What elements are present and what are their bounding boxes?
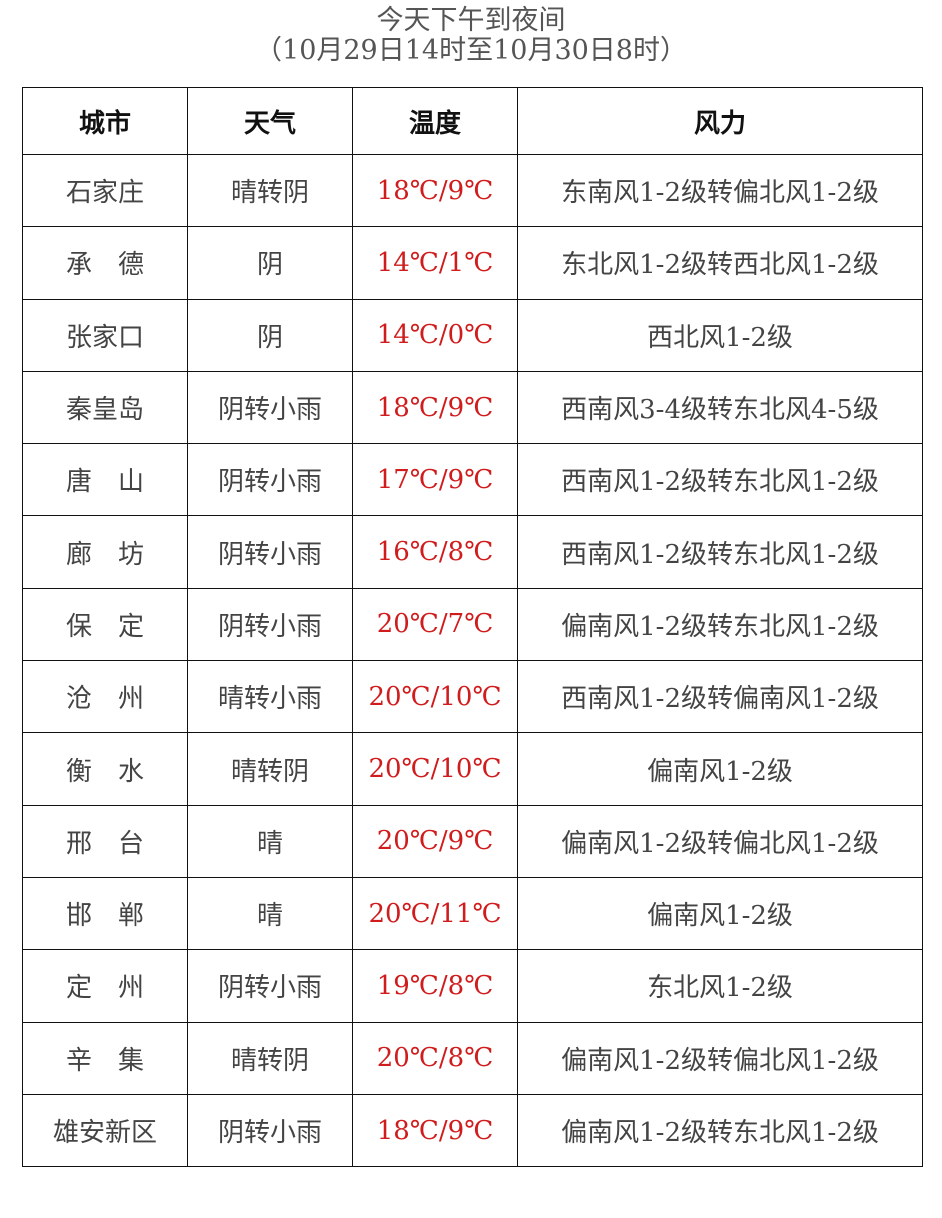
temperature-cell: 16℃/8℃: [352, 515, 518, 589]
city-cell: 承 德: [22, 226, 188, 300]
weather-cell: 阴: [187, 298, 353, 372]
city-cell: 石家庄: [22, 153, 188, 228]
table-row: 秦皇岛 阴转小雨 18℃/9℃ 西南风3-4级转东北风4-5级: [22, 370, 923, 445]
temperature-cell: 19℃/8℃: [352, 949, 518, 1023]
weather-cell: 晴: [187, 876, 353, 951]
city-cell: 唐 山: [22, 443, 188, 517]
temperature-cell: 17℃/9℃: [352, 443, 518, 517]
header-wind: 风力: [517, 87, 923, 155]
page-title: 今天下午到夜间: [376, 5, 566, 36]
table-row: 石家庄 晴转阴 18℃/9℃ 东南风1-2级转偏北风1-2级: [22, 153, 923, 228]
temperature-cell: 18℃/9℃: [352, 370, 518, 445]
city-cell: 邢 台: [22, 804, 188, 878]
table-row: 邯 郸晴 20℃/11℃ 偏南风1-2级: [22, 876, 923, 951]
city-cell: 秦皇岛: [22, 370, 188, 445]
header-temperature: 温度: [352, 87, 518, 155]
header-city: 城市: [22, 87, 188, 155]
weather-cell: 阴转小雨: [187, 587, 353, 662]
wind-cell: 偏南风1-2级转偏北风1-2级: [517, 804, 923, 878]
table-row: 张家口阴 14℃/0℃ 西北风1-2级: [22, 298, 923, 372]
weather-cell: 晴转阴: [187, 153, 353, 228]
wind-cell: 偏南风1-2级转东北风1-2级: [517, 587, 923, 662]
wind-cell: 西南风1-2级转东北风1-2级: [517, 443, 923, 517]
table-row: 衡 水晴转阴 20℃/10℃ 偏南风1-2级: [22, 732, 923, 806]
weather-table: 城市 天气 温度 风力 石家庄 晴转阴 18℃/9℃ 东南风1-2级转偏北风1-2级承…: [22, 87, 923, 1168]
table-row: 邢 台晴 20℃/9℃ 偏南风1-2级转偏北风1-2级: [22, 804, 923, 878]
table-row: 廊 坊阴转小雨 16℃/8℃ 西南风1-2级转东北风1-2级: [22, 515, 923, 589]
wind-cell: 西南风1-2级转东北风1-2级: [517, 515, 923, 589]
table-row: 定 州阴转小雨 19℃/8℃ 东北风1-2级: [22, 949, 923, 1023]
header-weather: 天气: [187, 87, 353, 155]
wind-cell: 偏南风1-2级转偏北风1-2级: [517, 1021, 923, 1095]
temperature-cell: 20℃/10℃: [352, 732, 518, 806]
wind-cell: 偏南风1-2级转东北风1-2级: [517, 1093, 923, 1168]
city-cell: 张家口: [22, 298, 188, 372]
weather-cell: 阴转小雨: [187, 515, 353, 589]
wind-cell: 东北风1-2级转西北风1-2级: [517, 226, 923, 300]
temperature-cell: 14℃/0℃: [352, 298, 518, 372]
wind-cell: 西南风1-2级转偏南风1-2级: [517, 660, 923, 734]
city-cell: 廊 坊: [22, 515, 188, 589]
table-header-row: 城市 天气 温度 风力: [22, 87, 923, 155]
weather-cell: 阴转小雨: [187, 443, 353, 517]
temperature-cell: 20℃/9℃: [352, 804, 518, 878]
city-cell: 沧 州: [22, 660, 188, 734]
weather-cell: 晴转小雨: [187, 660, 353, 734]
table-row: 唐 山阴转小雨 17℃/9℃ 西南风1-2级转东北风1-2级: [22, 443, 923, 517]
temperature-cell: 18℃/9℃: [352, 1093, 518, 1168]
city-cell: 保 定: [22, 587, 188, 662]
city-cell: 雄安新区: [22, 1093, 188, 1168]
wind-cell: 西南风3-4级转东北风4-5级: [517, 370, 923, 445]
wind-cell: 偏南风1-2级: [517, 876, 923, 951]
weather-cell: 晴转阴: [187, 732, 353, 806]
wind-cell: 东南风1-2级转偏北风1-2级: [517, 153, 923, 228]
page-subtitle: （10月29日14时至10月30日8时）: [255, 35, 687, 66]
weather-cell: 阴: [187, 226, 353, 300]
temperature-cell: 20℃/11℃: [352, 876, 518, 951]
temperature-cell: 18℃/9℃: [352, 153, 518, 228]
wind-cell: 偏南风1-2级: [517, 732, 923, 806]
city-cell: 邯 郸: [22, 876, 188, 951]
temperature-cell: 14℃/1℃: [352, 226, 518, 300]
weather-cell: 晴: [187, 804, 353, 878]
table-row: 承 德阴 14℃/1℃ 东北风1-2级转西北风1-2级: [22, 226, 923, 300]
table-row: 辛 集晴转阴 20℃/8℃ 偏南风1-2级转偏北风1-2级: [22, 1021, 923, 1095]
temperature-cell: 20℃/7℃: [352, 587, 518, 662]
city-cell: 定 州: [22, 949, 188, 1023]
weather-cell: 阴转小雨: [187, 370, 353, 445]
weather-cell: 阴转小雨: [187, 1093, 353, 1168]
table-row: 雄安新区 阴转小雨 18℃/9℃ 偏南风1-2级转东北风1-2级: [22, 1093, 923, 1168]
weather-cell: 阴转小雨: [187, 949, 353, 1023]
table-row: 保 定阴转小雨 20℃/7℃ 偏南风1-2级转东北风1-2级: [22, 587, 923, 662]
city-cell: 辛 集: [22, 1021, 188, 1095]
wind-cell: 东北风1-2级: [517, 949, 923, 1023]
weather-cell: 晴转阴: [187, 1021, 353, 1095]
temperature-cell: 20℃/8℃: [352, 1021, 518, 1095]
wind-cell: 西北风1-2级: [517, 298, 923, 372]
temperature-cell: 20℃/10℃: [352, 660, 518, 734]
table-row: 沧 州晴转小雨 20℃/10℃ 西南风1-2级转偏南风1-2级: [22, 660, 923, 734]
city-cell: 衡 水: [22, 732, 188, 806]
